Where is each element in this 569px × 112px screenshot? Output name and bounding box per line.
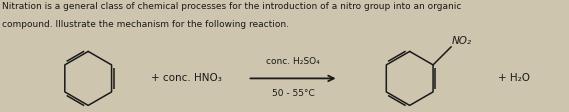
Text: 50 - 55°C: 50 - 55°C [271, 89, 315, 98]
Text: NO₂: NO₂ [452, 36, 472, 46]
Text: + conc. HNO₃: + conc. HNO₃ [151, 73, 222, 83]
Text: conc. H₂SO₄: conc. H₂SO₄ [266, 57, 320, 66]
Text: Nitration is a general class of chemical processes for the introduction of a nit: Nitration is a general class of chemical… [2, 2, 461, 11]
Text: compound. Illustrate the mechanism for the following reaction.: compound. Illustrate the mechanism for t… [2, 20, 289, 29]
Text: + H₂O: + H₂O [498, 73, 530, 83]
